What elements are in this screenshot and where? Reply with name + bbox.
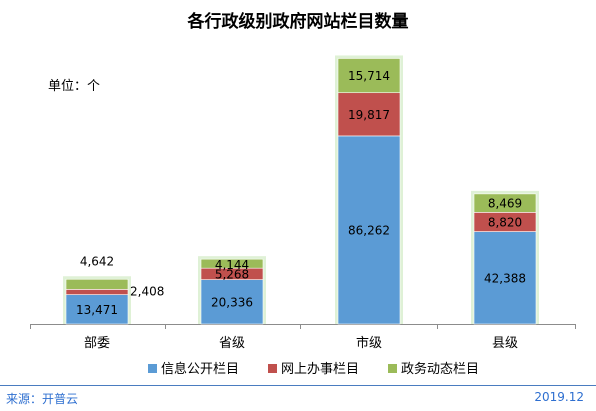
- data-label: 2,408: [130, 284, 164, 298]
- data-label: 13,471: [76, 303, 118, 317]
- data-label: 15,714: [348, 69, 390, 83]
- bar-segment-1: [200, 279, 264, 325]
- bar-segment-3: [337, 58, 401, 94]
- footer: 来源：开普云 2019.12: [0, 385, 596, 411]
- stacked-bar-chart: 各行政级别政府网站栏目数量 单位：个 13,471 2,408 4,642 部委 20,…: [30, 11, 576, 377]
- bar-segment-3: [65, 278, 129, 290]
- bar-segment-3: [200, 258, 264, 269]
- category-label: 县级: [492, 336, 518, 351]
- legend-swatch: [148, 364, 157, 373]
- category-label: 部委: [84, 336, 110, 351]
- legend-label: 政务动态栏目: [401, 361, 479, 377]
- bar-segment-2: [337, 92, 401, 137]
- data-label: 8,469: [488, 197, 522, 211]
- data-label: 8,820: [488, 215, 522, 229]
- category-label: 市级: [356, 335, 382, 351]
- unit-label: 单位：个: [48, 79, 100, 94]
- legend-label: 网上办事栏目: [281, 362, 359, 377]
- bar-segment-1: [337, 135, 401, 325]
- bar-segment-3: [473, 193, 537, 213]
- source-text: 来源：开普云: [6, 392, 79, 406]
- date-text: 2019.12: [534, 390, 584, 404]
- data-label: 19,817: [348, 108, 390, 122]
- data-label: 86,262: [348, 223, 390, 237]
- chart-title: 各行政级别政府网站栏目数量: [187, 11, 409, 32]
- bar-segment-1: [473, 231, 537, 325]
- legend-swatch: [268, 364, 277, 373]
- data-label: 5,268: [215, 267, 249, 281]
- bar-segment-1: [65, 294, 129, 325]
- data-label: 20,336: [211, 295, 253, 309]
- legend-swatch: [388, 364, 397, 373]
- legend-label: 信息公开栏目: [161, 361, 239, 377]
- data-label: 4,144: [215, 258, 249, 272]
- bar-segment-2: [65, 289, 129, 295]
- legend: 信息公开栏目 网上办事栏目 政务动态栏目: [148, 361, 479, 377]
- data-label: 42,388: [484, 271, 526, 285]
- category-label: 省级: [219, 336, 245, 351]
- data-label: 4,642: [80, 254, 114, 268]
